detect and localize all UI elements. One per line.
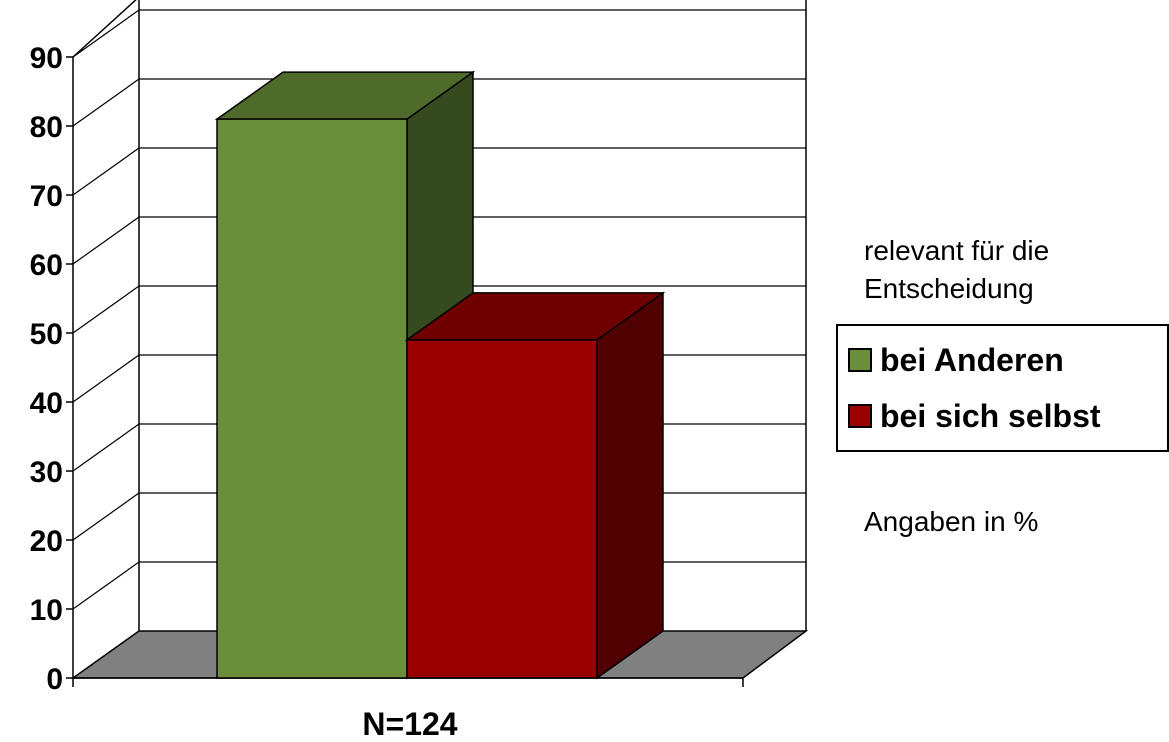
legend: bei Anderen bei sich selbst (836, 324, 1169, 452)
legend-title-line-1: relevant für die (864, 235, 1050, 266)
y-tick-label-90: 90 (30, 42, 63, 75)
bar-front-bei-anderen (216, 118, 408, 679)
gridline-side-70 (72, 147, 140, 196)
chart-labels-layer: 0 10 20 30 40 50 60 70 80 90 N=124 (30, 42, 458, 742)
bar-side-bei-sich-selbst (596, 291, 664, 680)
legend-item-bei-anderen: bei Anderen (848, 340, 1064, 380)
gridline-side-60 (72, 216, 140, 265)
y-tick-label-10: 10 (30, 594, 63, 627)
gridline-side-80 (72, 78, 140, 127)
y-tick-label-80: 80 (30, 111, 63, 144)
side-wall-top-edge (72, 0, 137, 58)
gridline-side-50 (72, 285, 140, 334)
chart-bars-layer (214, 70, 666, 680)
gridline-side-20 (72, 492, 140, 541)
legend-swatch-bei-sich-selbst (848, 404, 872, 428)
y-tick-label-30: 30 (30, 456, 63, 489)
y-tick-label-70: 70 (30, 180, 63, 213)
gridline-side-40 (72, 354, 140, 403)
y-tick-label-20: 20 (30, 525, 63, 558)
gridline-side-10 (72, 561, 140, 610)
gridline-side-90 (72, 9, 140, 58)
units-note: Angaben in % (864, 506, 1039, 537)
bar-bei-sich-selbst (404, 291, 666, 680)
y-tick-label-50: 50 (30, 318, 63, 351)
legend-item-bei-sich-selbst: bei sich selbst (848, 396, 1101, 436)
legend-label-bei-sich-selbst: bei sich selbst (880, 397, 1101, 434)
gridline-side-30 (72, 423, 140, 472)
legend-title: relevant für die Entscheidung (864, 232, 1049, 308)
y-tick-label-0: 0 (46, 663, 63, 696)
y-tick-label-40: 40 (30, 387, 63, 420)
legend-swatch-bei-anderen (848, 348, 872, 372)
y-tick-label-60: 60 (30, 249, 63, 282)
x-category-label: N=124 (362, 706, 457, 742)
legend-label-bei-anderen: bei Anderen (880, 341, 1064, 378)
legend-title-line-2: Entscheidung (864, 273, 1034, 304)
bar-front-bei-sich-selbst (406, 339, 598, 679)
